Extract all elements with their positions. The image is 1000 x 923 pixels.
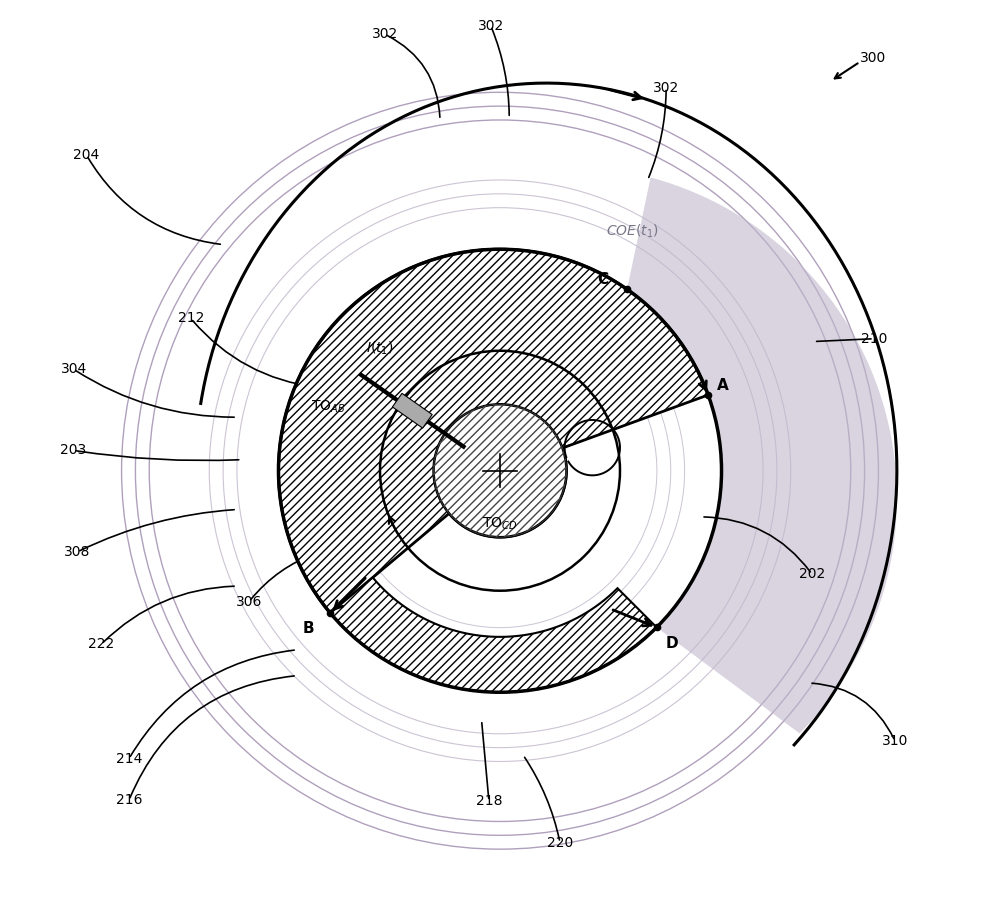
Text: 302: 302 — [372, 27, 398, 42]
Text: 302: 302 — [653, 80, 679, 95]
Text: 302: 302 — [478, 18, 504, 33]
Text: C: C — [598, 271, 609, 287]
Text: 216: 216 — [116, 793, 142, 808]
Polygon shape — [392, 393, 432, 428]
Text: $I(t_1)$: $I(t_1)$ — [366, 340, 394, 357]
Text: 218: 218 — [476, 794, 502, 809]
Text: 210: 210 — [861, 331, 887, 346]
Text: TO$_{AB}$: TO$_{AB}$ — [311, 399, 345, 415]
Text: 202: 202 — [799, 567, 825, 581]
Text: 310: 310 — [882, 734, 908, 749]
Text: 220: 220 — [547, 835, 573, 850]
Text: A: A — [717, 378, 729, 393]
Text: 304: 304 — [60, 362, 87, 377]
Text: TO$_{CD}$: TO$_{CD}$ — [482, 516, 517, 533]
Circle shape — [434, 404, 566, 537]
Polygon shape — [627, 177, 897, 734]
Text: COE$(t_1)$: COE$(t_1)$ — [606, 222, 659, 240]
Text: 306: 306 — [236, 594, 262, 609]
Text: B: B — [303, 621, 314, 637]
Text: 214: 214 — [116, 751, 142, 766]
Text: 212: 212 — [178, 311, 204, 326]
Text: 308: 308 — [64, 545, 90, 559]
Polygon shape — [278, 249, 708, 613]
Text: 203: 203 — [60, 443, 87, 458]
Text: D: D — [666, 636, 678, 651]
Polygon shape — [330, 578, 657, 692]
Text: 300: 300 — [860, 51, 886, 65]
Text: 222: 222 — [88, 637, 114, 652]
Text: 204: 204 — [73, 148, 100, 162]
